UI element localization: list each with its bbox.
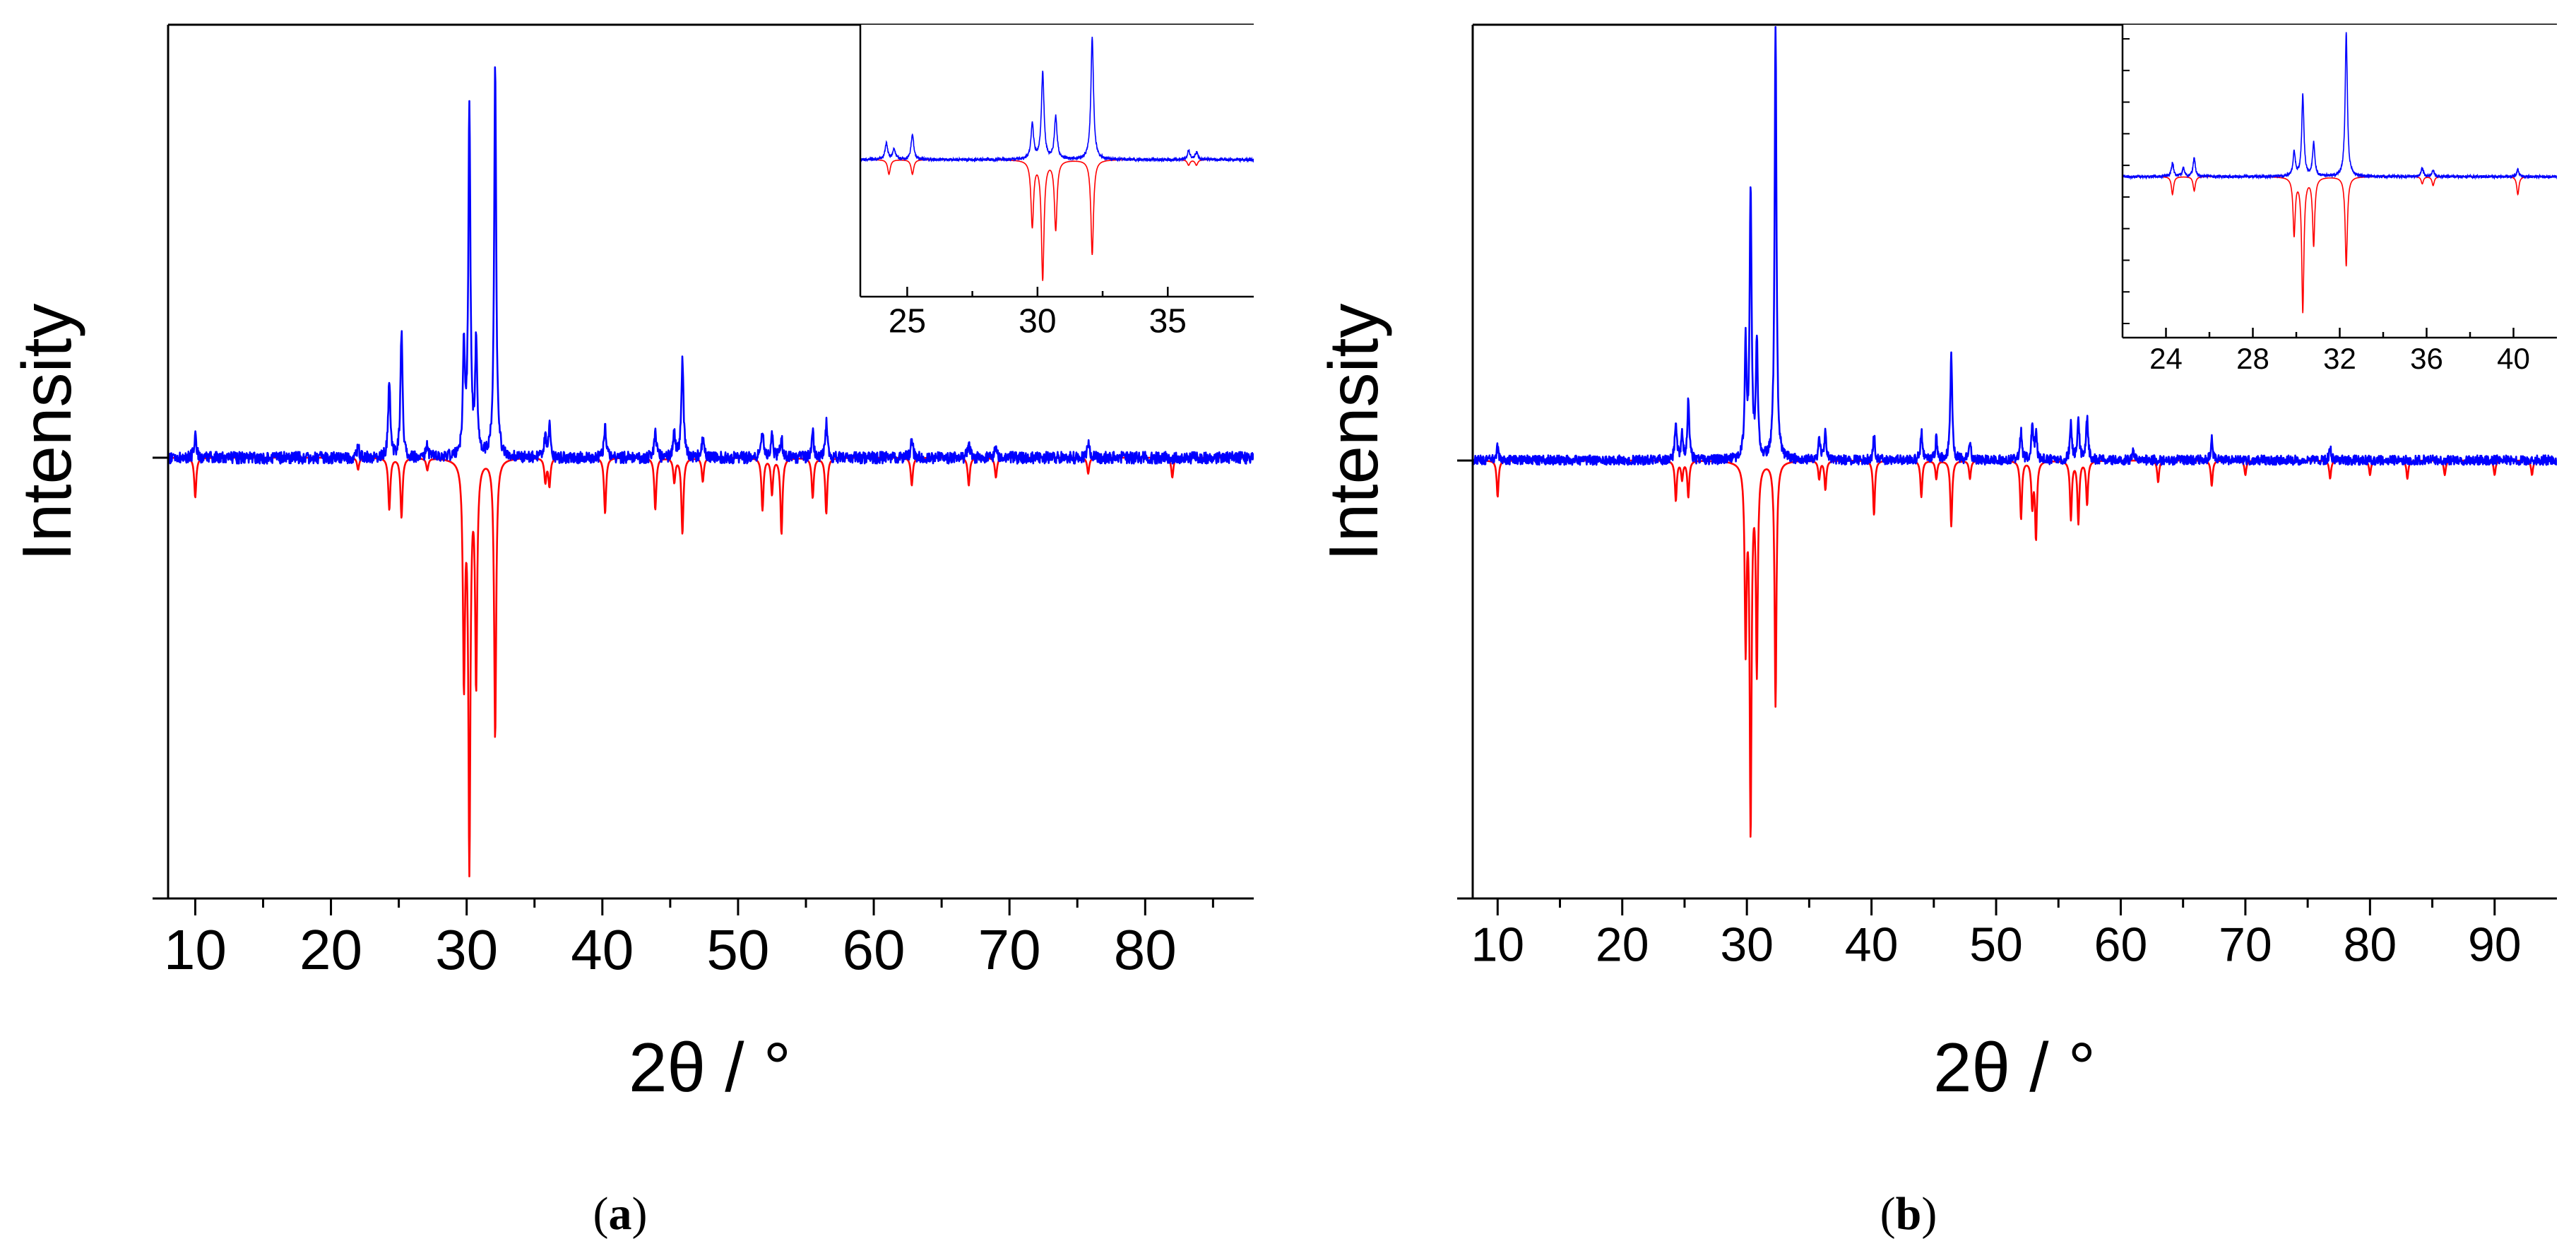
inset-x-tick-label-a: 25 — [889, 302, 926, 340]
y-axis-label-b: Intensity — [1314, 304, 1392, 562]
x-tick-label-a: 30 — [435, 918, 498, 981]
plot-area-a — [168, 66, 1254, 877]
y-axis-label-a: Intensity — [8, 304, 85, 562]
inset-x-tick-label-b: 32 — [2323, 342, 2356, 375]
x-tick-label-a: 10 — [164, 918, 227, 981]
x-tick-label-b: 20 — [1596, 918, 1649, 972]
inset-x-tick-label-a: 35 — [1149, 302, 1187, 340]
x-tick-label-a: 80 — [1114, 918, 1177, 981]
x-tick-label-b: 40 — [1845, 918, 1899, 972]
inset-series-experimental-a — [860, 37, 1254, 164]
inset-x-tick-label-b: 36 — [2410, 342, 2443, 375]
inset-a: 25 30 35 — [859, 25, 1254, 340]
x-axis-label-b: 2θ / ° — [1933, 1028, 2096, 1106]
series-calculated-a — [168, 456, 1254, 877]
x-tick-label-b: 70 — [2219, 918, 2272, 972]
x-axis-label-a: 2θ / ° — [629, 1028, 791, 1106]
x-tick-label-a: 50 — [706, 918, 769, 981]
x-tick-label-b: 90 — [2468, 918, 2522, 972]
series-experimental-b — [1473, 26, 2557, 466]
x-tick-label-b: 80 — [2344, 918, 2397, 972]
x-tick-label-a: 60 — [843, 918, 906, 981]
x-tick-label-b: 50 — [1969, 918, 2023, 972]
inset-x-tick-label-b: 28 — [2236, 342, 2269, 375]
x-tick-label-a: 40 — [571, 918, 634, 981]
panel-caption-b: (b) — [1880, 1188, 1937, 1240]
x-tick-label-b: 10 — [1471, 918, 1524, 972]
inset-background-a — [860, 25, 1254, 297]
inset-series-experimental-b — [2123, 32, 2557, 181]
series-experimental-a — [168, 66, 1254, 465]
plot-area-b — [1473, 26, 2557, 838]
x-tick-label-a: 70 — [978, 918, 1041, 981]
panel-a: 10 20 30 40 50 60 70 80 2θ / ° Intensity (a) 25 30 35 — [8, 23, 1254, 1240]
x-tick-label-b: 30 — [1720, 918, 1774, 972]
x-tick-label-b: 60 — [2094, 918, 2148, 972]
panel-caption-a: (a) — [593, 1188, 648, 1240]
inset-x-tick-label-b: 24 — [2149, 342, 2183, 375]
panel-b: 10 20 30 40 50 60 70 80 90 2θ / ° Intensity (b) 24 28… — [1314, 23, 2557, 1240]
inset-x-tick-label-b: 40 — [2497, 342, 2530, 375]
series-calculated-b — [1473, 459, 2557, 838]
x-tick-label-a: 20 — [299, 918, 362, 981]
inset-b: 24 28 32 36 40 — [2121, 25, 2557, 375]
inset-x-tick-label-a: 30 — [1019, 302, 1056, 340]
